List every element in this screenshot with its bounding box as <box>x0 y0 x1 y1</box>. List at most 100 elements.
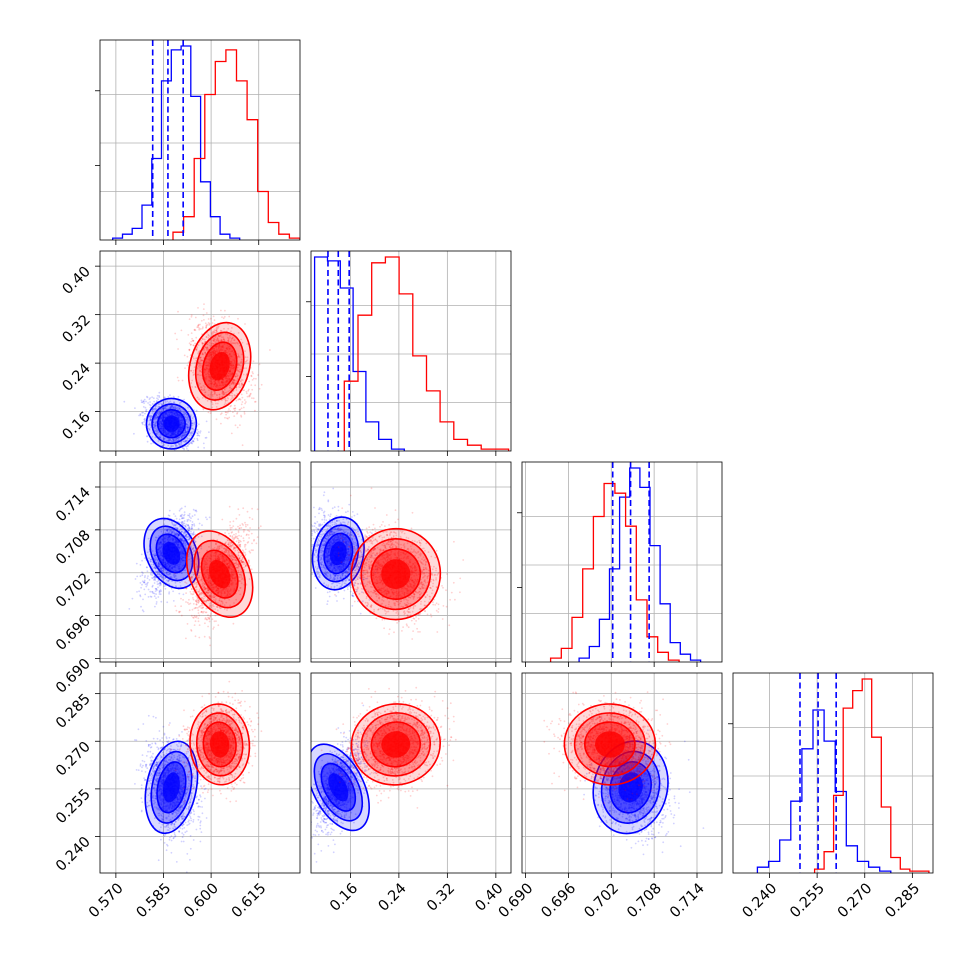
contour-0 <box>311 743 370 832</box>
panel-2-1 <box>310 461 512 667</box>
y-tick-label-1-1: 0.24 <box>60 361 94 395</box>
y-tick-label-3-2: 0.270 <box>53 739 94 780</box>
x-tick-label-0-3: 0.615 <box>229 881 270 922</box>
y-tick-label-3-0: 0.240 <box>53 834 94 875</box>
x-tick-label-3-1: 0.255 <box>787 881 828 922</box>
series-1-density <box>320 686 457 809</box>
series-1-density <box>543 691 672 813</box>
x-tick-label-1-2: 0.32 <box>424 881 458 915</box>
contour-0 <box>350 703 442 786</box>
contour-0 <box>189 703 251 786</box>
panel-frame <box>99 250 301 452</box>
histogram-1-param-2 <box>549 482 680 662</box>
contour-2 <box>370 548 422 600</box>
contour-0 <box>145 397 198 450</box>
contour-1 <box>150 750 193 824</box>
y-tick-label-2-3: 0.708 <box>53 527 94 568</box>
contour-0 <box>185 530 254 619</box>
contour-0 <box>143 517 200 590</box>
series-1-density <box>174 303 271 447</box>
panels <box>95 39 934 878</box>
panel-2-2 <box>517 461 723 667</box>
density-level-3 <box>163 415 180 432</box>
series-0-density <box>134 714 208 873</box>
histogram-1-param-0 <box>172 49 300 240</box>
contour-2 <box>370 721 422 768</box>
panel-3-0 <box>95 672 301 878</box>
contour-1 <box>313 753 364 822</box>
x-tick-label-2-3: 0.708 <box>624 881 665 922</box>
histogram-0-param-0 <box>112 45 241 240</box>
contour-2 <box>155 533 188 574</box>
y-tick-label-2-1: 0.696 <box>53 613 94 654</box>
density-level-3 <box>209 351 230 381</box>
contour-2 <box>156 409 186 439</box>
x-tick-label-0-2: 0.600 <box>181 881 222 922</box>
series-0-density <box>311 704 379 863</box>
panel-frame <box>99 39 301 241</box>
x-tick-label-2-0: 0.690 <box>496 881 537 922</box>
series-1-density <box>168 680 263 803</box>
panel-frame <box>310 461 512 663</box>
grid <box>311 251 511 451</box>
panel-frame <box>310 250 512 452</box>
panel-1-0 <box>95 250 301 456</box>
panel-3-1 <box>310 672 512 878</box>
density-level-3 <box>329 541 347 566</box>
histogram-1-param-3 <box>813 678 930 873</box>
panel-3-2 <box>521 672 723 878</box>
y-tick-label-1-3: 0.40 <box>60 264 94 298</box>
contour-2 <box>323 532 354 575</box>
contour-2 <box>201 341 238 391</box>
panel-1-1 <box>306 250 512 456</box>
contour-1 <box>194 331 245 401</box>
contour-1 <box>600 750 661 824</box>
density-level-3 <box>209 731 230 758</box>
contour-1 <box>360 538 432 611</box>
y-tick-label-3-3: 0.285 <box>53 691 94 732</box>
density-level-3 <box>208 559 231 589</box>
x-tick-label-3-0: 0.240 <box>740 881 781 922</box>
contour-2 <box>609 761 652 814</box>
density-level-3 <box>381 731 411 758</box>
x-tick-label-2-2: 0.702 <box>581 881 622 922</box>
contour-1 <box>573 712 646 777</box>
density-level-3 <box>328 773 349 802</box>
panel-frame <box>310 672 512 874</box>
panel-0-0 <box>95 39 301 245</box>
grid <box>522 462 722 662</box>
x-tick-label-3-3: 0.285 <box>883 881 924 922</box>
density-level-3 <box>618 772 643 803</box>
panel-2-0 <box>95 461 301 667</box>
x-tick-label-2-1: 0.696 <box>539 881 580 922</box>
contour-0 <box>350 527 442 621</box>
series-1-density <box>327 487 465 640</box>
contour-2 <box>200 549 239 599</box>
x-tick-label-1-1: 0.24 <box>376 881 410 915</box>
histogram-0-param-3 <box>756 709 892 873</box>
grid <box>311 673 511 873</box>
series-0-density <box>123 391 210 451</box>
panel-frame <box>521 672 723 874</box>
panel-frame <box>99 672 301 874</box>
x-tick-label-3-2: 0.270 <box>835 881 876 922</box>
contour-1 <box>317 524 360 583</box>
series-1-density <box>174 505 262 647</box>
series-0-density <box>128 505 211 613</box>
panel-3-3 <box>728 672 934 878</box>
density-level-3 <box>162 772 180 803</box>
y-tick-label-3-1: 0.255 <box>53 786 94 827</box>
y-tick-label-1-2: 0.32 <box>60 312 94 346</box>
density-level-3 <box>381 559 411 589</box>
panel-frame <box>521 461 723 663</box>
density-level-3 <box>162 541 181 565</box>
contour-1 <box>193 539 247 609</box>
contour-0 <box>311 516 365 591</box>
contour-1 <box>195 712 244 777</box>
y-tick-label-1-0: 0.16 <box>60 409 94 443</box>
x-tick-label-2-4: 0.714 <box>667 881 708 922</box>
contour-0 <box>144 740 199 835</box>
contour-2 <box>320 762 357 812</box>
contour-2 <box>202 721 237 768</box>
